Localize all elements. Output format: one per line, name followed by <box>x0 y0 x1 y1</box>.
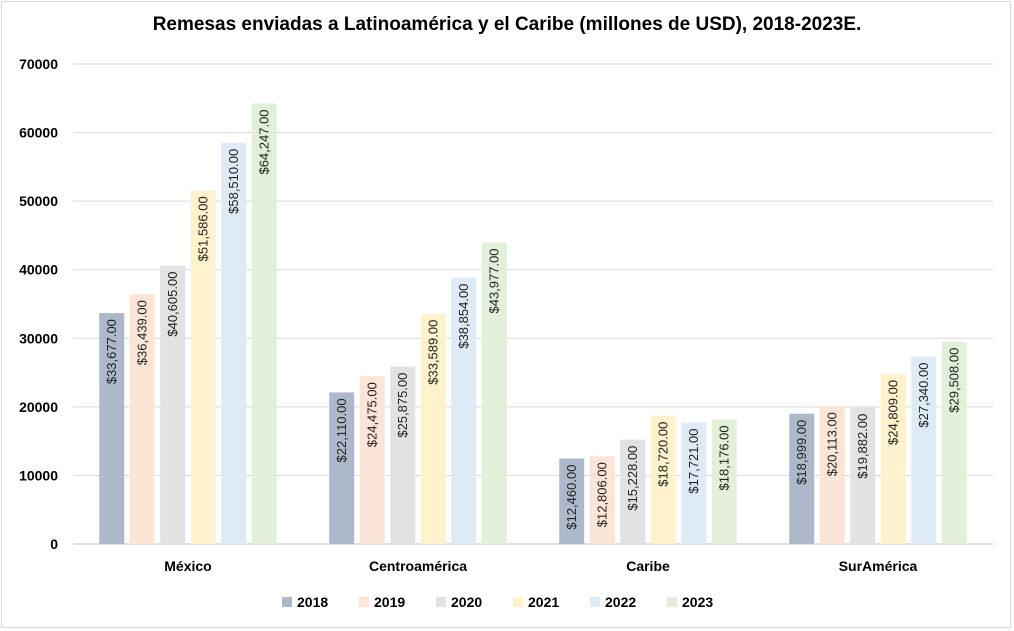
x-category-label: Caribe <box>626 558 670 574</box>
bar <box>99 313 125 544</box>
y-tick-label: 40000 <box>19 262 58 278</box>
x-axis: México Centroamérica Caribe SurAmérica <box>164 558 917 574</box>
y-tick-label: 10000 <box>19 467 58 483</box>
legend-label: 2022 <box>605 594 636 610</box>
data-label: $64,247.00 <box>257 109 272 174</box>
legend-swatch <box>513 597 523 607</box>
data-label: $12,460.00 <box>564 465 579 530</box>
data-label: $58,510.00 <box>226 149 241 214</box>
bar <box>129 294 155 544</box>
bar <box>329 392 355 544</box>
bar <box>221 142 247 544</box>
bar <box>420 313 446 544</box>
legend-label: 2019 <box>374 594 405 610</box>
data-label: $12,806.00 <box>595 462 610 527</box>
y-tick-label: 0 <box>50 536 58 552</box>
bar <box>711 419 737 544</box>
legend-label: 2023 <box>682 594 713 610</box>
data-label: $33,589.00 <box>426 320 441 385</box>
data-label: $36,439.00 <box>135 300 150 365</box>
legend-swatch <box>282 597 292 607</box>
bar <box>559 458 585 544</box>
bar <box>650 415 676 544</box>
y-tick-label: 30000 <box>19 330 58 346</box>
bar <box>789 413 815 544</box>
data-label: $24,475.00 <box>365 382 380 447</box>
data-label: $27,340.00 <box>916 363 931 428</box>
data-label: $18,720.00 <box>656 422 671 487</box>
y-axis: 0 10000 20000 30000 40000 50000 60000 70000 <box>19 56 58 552</box>
bar <box>589 456 615 544</box>
data-label: $51,586.00 <box>196 196 211 261</box>
bar <box>880 373 906 544</box>
data-label: $33,677.00 <box>104 319 119 384</box>
bars <box>99 103 967 545</box>
data-label: $25,875.00 <box>395 373 410 438</box>
data-label: $43,977.00 <box>487 248 502 313</box>
data-labels: $33,677.00 $36,439.00 $40,605.00 $51,586.00… <box>104 109 962 529</box>
bar <box>359 376 385 544</box>
y-tick-label: 60000 <box>19 125 58 141</box>
x-category-label: Centroamérica <box>369 558 467 574</box>
data-label: $22,110.00 <box>334 398 349 462</box>
legend-swatch <box>359 597 369 607</box>
legend-label: 2020 <box>451 594 482 610</box>
bar <box>850 407 876 544</box>
legend-swatch <box>667 597 677 607</box>
chart-title: Remesas enviadas a Latinoamérica y el Ca… <box>152 14 862 35</box>
data-label: $29,508.00 <box>947 348 962 413</box>
data-label: $17,721.00 <box>686 428 701 493</box>
data-label: $24,809.00 <box>886 380 901 445</box>
bar <box>251 103 277 544</box>
data-label: $38,854.00 <box>456 284 471 349</box>
legend-label: 2018 <box>297 594 328 610</box>
bar <box>451 277 477 544</box>
legend-label: 2021 <box>528 594 559 610</box>
legend: 2018 2019 2020 2021 2022 2023 <box>282 594 713 610</box>
data-label: $19,882.00 <box>855 414 870 479</box>
bar <box>160 265 186 544</box>
bar <box>620 439 646 544</box>
bar <box>819 406 845 544</box>
bar <box>941 341 967 544</box>
data-label: $18,999.00 <box>794 420 809 485</box>
x-category-label: SurAmérica <box>839 558 918 574</box>
bar <box>681 422 707 544</box>
y-tick-label: 70000 <box>19 56 58 72</box>
bar <box>190 190 216 544</box>
bar <box>911 356 937 544</box>
y-tick-label: 20000 <box>19 399 58 415</box>
data-label: $20,113.00 <box>825 412 840 476</box>
legend-swatch <box>590 597 600 607</box>
x-category-label: México <box>164 558 211 574</box>
legend-swatch <box>436 597 446 607</box>
data-label: $18,176.00 <box>717 425 732 490</box>
data-label: $15,228.00 <box>625 446 640 511</box>
data-label: $40,605.00 <box>165 272 180 337</box>
bar <box>481 242 507 545</box>
y-tick-label: 50000 <box>19 193 58 209</box>
bar <box>390 366 416 544</box>
